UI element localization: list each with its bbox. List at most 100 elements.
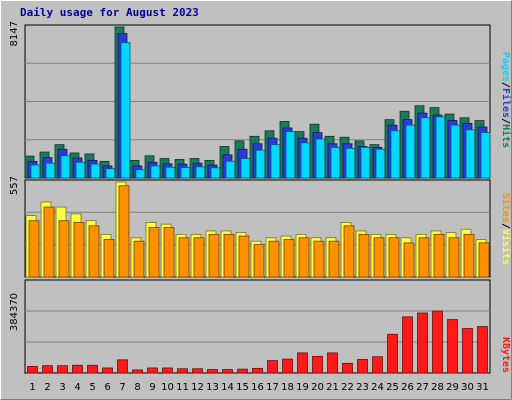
bar-kbytes-17 xyxy=(267,360,278,374)
bar-pages-26 xyxy=(405,124,416,179)
x-tick-label-27: 27 xyxy=(416,382,429,393)
legend-files: Files xyxy=(500,88,512,118)
bar-pages-31 xyxy=(480,132,491,179)
x-tick-label-25: 25 xyxy=(386,382,399,393)
bar-sites-31 xyxy=(478,242,490,278)
bar-pages-14 xyxy=(225,160,236,179)
bar-pages-1 xyxy=(30,164,41,179)
x-tick-label-8: 8 xyxy=(134,382,140,393)
bar-pages-29 xyxy=(450,124,461,179)
bar-sites-28 xyxy=(433,233,445,278)
bar-kbytes-24 xyxy=(372,356,383,374)
x-tick-label-31: 31 xyxy=(476,382,489,393)
x-tick-label-17: 17 xyxy=(266,382,279,393)
bar-kbytes-15 xyxy=(237,368,248,374)
bar-sites-1 xyxy=(28,220,40,278)
bar-pages-3 xyxy=(60,155,71,179)
svg-text:Sites/Visits: Sites/Visits xyxy=(500,193,512,265)
legend-visits: Visits xyxy=(500,229,512,265)
x-tick-label-7: 7 xyxy=(119,382,125,393)
bar-sites-19 xyxy=(298,237,310,278)
bar-kbytes-6 xyxy=(102,367,113,374)
legend-pages: Pages xyxy=(500,52,511,82)
bar-pages-19 xyxy=(300,142,311,179)
x-tick-label-12: 12 xyxy=(191,382,204,393)
bar-kbytes-5 xyxy=(87,364,98,374)
bar-sites-8 xyxy=(133,240,145,278)
x-tick-label-16: 16 xyxy=(251,382,264,393)
bar-sites-21 xyxy=(328,240,340,278)
svg-text:Pages/Files/Hits: Pages/Files/Hits xyxy=(500,52,512,148)
legend-slash-3: / xyxy=(500,223,511,229)
y-max-label-0: 8147 xyxy=(9,21,20,46)
x-tick-label-29: 29 xyxy=(446,382,459,393)
bar-sites-9 xyxy=(148,227,160,278)
x-tick-label-2: 2 xyxy=(44,382,50,393)
legend-sites: Sites xyxy=(500,193,512,223)
bar-sites-29 xyxy=(448,237,460,278)
x-tick-label-26: 26 xyxy=(401,382,414,393)
bar-kbytes-3 xyxy=(57,365,68,374)
x-tick-label-28: 28 xyxy=(431,382,444,393)
chart-panels: 8147 557 384370 xyxy=(9,21,491,374)
bar-kbytes-7 xyxy=(117,359,128,374)
bar-kbytes-19 xyxy=(297,352,308,374)
bar-kbytes-13 xyxy=(207,369,218,374)
bar-sites-16 xyxy=(253,244,265,278)
bar-sites-13 xyxy=(208,233,220,278)
x-tick-label-3: 3 xyxy=(59,382,65,393)
bar-kbytes-12 xyxy=(192,368,203,374)
legend-hits: Hits xyxy=(500,124,512,148)
bar-pages-5 xyxy=(90,163,101,179)
bar-kbytes-21 xyxy=(327,352,338,374)
x-tick-label-23: 23 xyxy=(356,382,369,393)
bar-kbytes-29 xyxy=(447,319,458,374)
bar-sites-14 xyxy=(223,233,235,278)
bar-kbytes-31 xyxy=(477,326,488,374)
x-tick-label-18: 18 xyxy=(281,382,294,393)
x-axis-labels: 1 2 3 4 5 6 7 8 9 10 11 12 13 14 15 16 17 18 19 20 21 22 23 24 2… xyxy=(29,382,489,393)
bar-sites-15 xyxy=(238,235,250,278)
bar-sites-27 xyxy=(418,237,430,278)
chart-title: Daily usage for August 2023 xyxy=(20,6,199,19)
x-tick-label-24: 24 xyxy=(371,382,384,393)
x-tick-label-5: 5 xyxy=(89,382,95,393)
bar-kbytes-30 xyxy=(462,328,473,374)
bar-pages-4 xyxy=(75,161,86,179)
bar-sites-26 xyxy=(403,242,415,278)
x-tick-label-6: 6 xyxy=(104,382,110,393)
y-max-label-2: 384370 xyxy=(9,293,20,331)
legend-slash-2: / xyxy=(500,118,511,124)
x-tick-label-4: 4 xyxy=(74,382,80,393)
bar-kbytes-10 xyxy=(162,367,173,374)
x-tick-label-11: 11 xyxy=(176,382,189,393)
bar-kbytes-22 xyxy=(342,362,353,374)
bar-pages-24 xyxy=(375,148,386,179)
bar-pages-15 xyxy=(240,158,251,179)
bar-kbytes-20 xyxy=(312,355,323,374)
bar-sites-25 xyxy=(388,237,400,278)
bar-pages-12 xyxy=(195,166,206,179)
legend-bottom: KBytes xyxy=(500,337,511,373)
bar-sites-7 xyxy=(118,185,130,278)
bar-pages-11 xyxy=(180,167,191,179)
bar-pages-22 xyxy=(345,147,356,179)
bar-sites-22 xyxy=(343,225,355,278)
x-tick-label-20: 20 xyxy=(311,382,324,393)
bar-pages-30 xyxy=(465,129,476,179)
legend-slash-1: / xyxy=(500,82,511,88)
bar-pages-10 xyxy=(165,166,176,179)
bar-kbytes-8 xyxy=(132,369,143,374)
bar-sites-2 xyxy=(43,206,55,278)
bar-sites-23 xyxy=(358,233,370,278)
x-tick-label-1: 1 xyxy=(29,382,35,393)
bar-sites-4 xyxy=(73,222,85,278)
x-tick-label-14: 14 xyxy=(221,382,234,393)
bar-sites-6 xyxy=(103,239,115,278)
bar-pages-13 xyxy=(210,167,221,179)
x-tick-label-9: 9 xyxy=(149,382,155,393)
bar-kbytes-9 xyxy=(147,367,158,374)
bar-kbytes-11 xyxy=(177,368,188,374)
bar-kbytes-1 xyxy=(27,366,38,374)
